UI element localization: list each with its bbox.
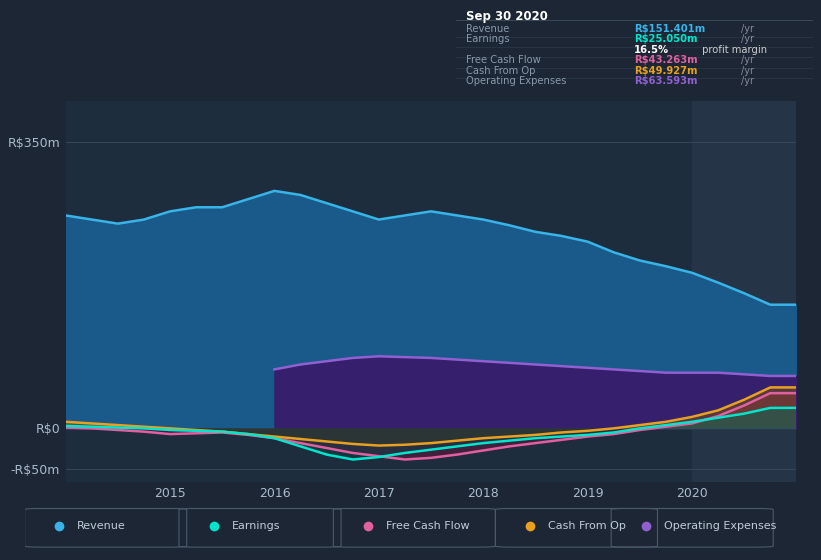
Text: profit margin: profit margin (699, 45, 767, 55)
Text: Cash From Op: Cash From Op (548, 521, 626, 531)
Bar (692, 101, 796, 482)
Text: /yr: /yr (741, 66, 754, 76)
Text: Earnings: Earnings (466, 34, 510, 44)
Text: /yr: /yr (741, 76, 754, 86)
Text: Revenue: Revenue (77, 521, 126, 531)
Text: 16.5%: 16.5% (635, 45, 669, 55)
Text: R$63.593m: R$63.593m (635, 76, 698, 86)
Text: Earnings: Earnings (232, 521, 280, 531)
Text: R$43.263m: R$43.263m (635, 55, 698, 65)
Text: R$25.050m: R$25.050m (635, 34, 698, 44)
Text: /yr: /yr (741, 24, 754, 34)
Text: Operating Expenses: Operating Expenses (466, 76, 566, 86)
Text: Free Cash Flow: Free Cash Flow (466, 55, 541, 65)
Text: R$151.401m: R$151.401m (635, 24, 705, 34)
Text: R$49.927m: R$49.927m (635, 66, 698, 76)
Text: Revenue: Revenue (466, 24, 510, 34)
Text: Sep 30 2020: Sep 30 2020 (466, 10, 548, 23)
Text: Operating Expenses: Operating Expenses (663, 521, 776, 531)
Text: Free Cash Flow: Free Cash Flow (386, 521, 470, 531)
Text: /yr: /yr (741, 34, 754, 44)
Text: /yr: /yr (741, 55, 754, 65)
Text: Cash From Op: Cash From Op (466, 66, 536, 76)
